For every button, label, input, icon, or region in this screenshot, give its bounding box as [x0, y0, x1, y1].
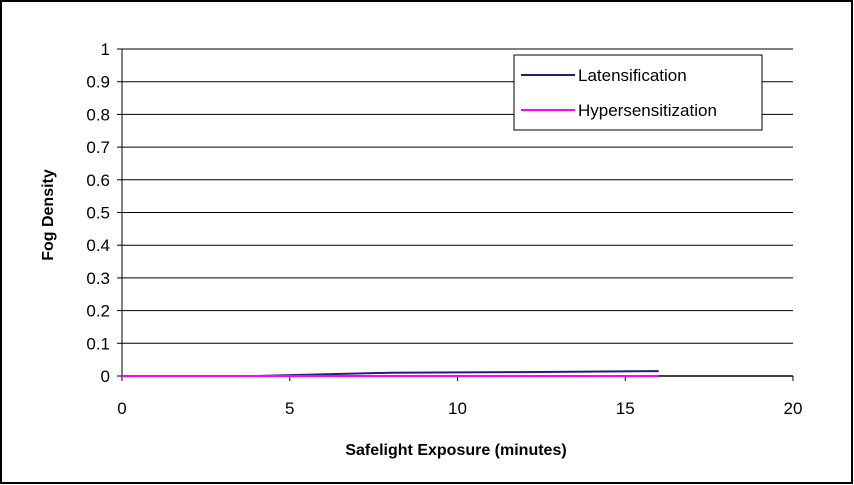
tick-labels: 00.10.20.30.40.50.60.70.80.910 5 10 15 20 — [86, 40, 802, 418]
x-axis-title: Safelight Exposure (minutes) — [345, 442, 566, 459]
y-tick-label: 0.6 — [86, 171, 110, 190]
x-tick-label: 20 — [784, 399, 803, 418]
x-tick-label: 15 — [616, 399, 635, 418]
y-tick-label: 0 — [101, 367, 110, 386]
y-tick-label: 0.9 — [86, 73, 110, 92]
y-tick-label: 1 — [101, 40, 110, 59]
gridlines — [122, 48, 793, 344]
y-tick-label: 0.2 — [86, 302, 110, 321]
y-tick-label: 0.3 — [86, 269, 110, 288]
y-tick-label: 0.4 — [86, 236, 110, 255]
series-lines — [122, 370, 659, 377]
y-tick-label: 0.1 — [86, 334, 110, 353]
legend-label-latensification: Latensification — [578, 66, 687, 85]
x-tick-label: 5 — [285, 399, 294, 418]
x-tick-label: 0 — [117, 399, 126, 418]
legend: Latensification Hypersensitization — [513, 54, 763, 131]
y-tick-label: 0.7 — [86, 138, 110, 157]
y-tick-label: 0.8 — [86, 105, 110, 124]
legend-label-hypersensitization: Hypersensitization — [578, 101, 717, 120]
y-axis-title: Fog Density — [40, 169, 57, 261]
x-tick-label: 10 — [448, 399, 467, 418]
legend-box — [513, 54, 763, 131]
y-tick-label: 0.5 — [86, 204, 110, 223]
